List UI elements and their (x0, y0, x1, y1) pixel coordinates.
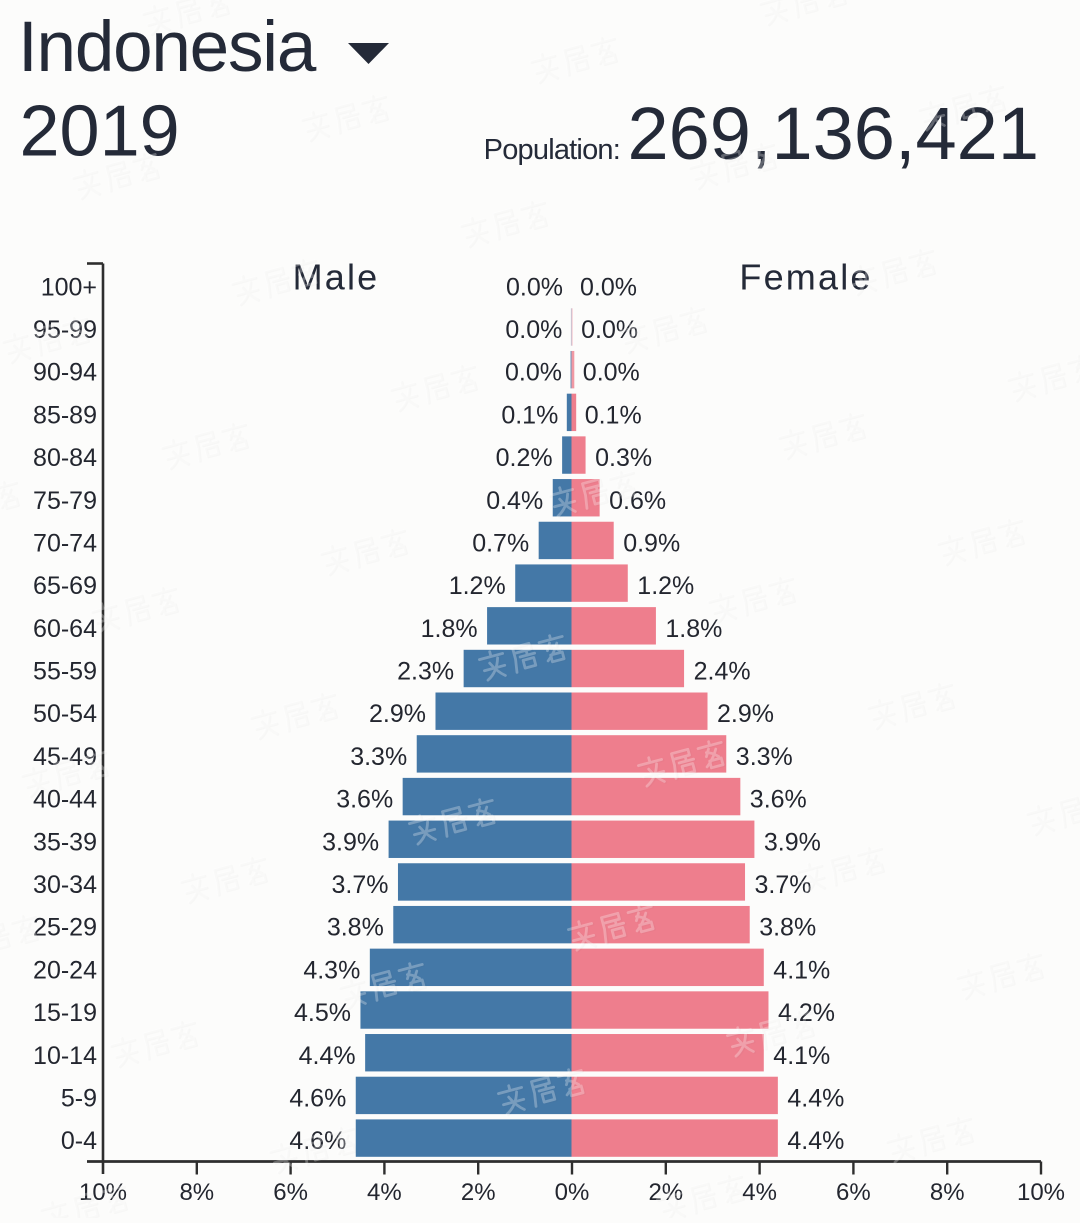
svg-text:70-74: 70-74 (33, 530, 97, 558)
svg-text:0.1%: 0.1% (585, 401, 642, 429)
svg-text:6%: 6% (273, 1179, 308, 1206)
svg-text:50-54: 50-54 (33, 700, 97, 728)
svg-text:0.3%: 0.3% (595, 444, 652, 472)
svg-text:3.9%: 3.9% (764, 828, 821, 856)
svg-text:4.4%: 4.4% (787, 1127, 844, 1155)
svg-text:55-59: 55-59 (33, 658, 97, 686)
svg-text:3.6%: 3.6% (336, 786, 393, 814)
svg-text:0.0%: 0.0% (506, 273, 563, 301)
svg-text:0.0%: 0.0% (580, 273, 637, 301)
svg-text:8%: 8% (930, 1179, 965, 1206)
svg-text:3.7%: 3.7% (755, 871, 812, 899)
svg-text:15-19: 15-19 (33, 999, 97, 1027)
svg-text:3.9%: 3.9% (322, 828, 379, 856)
svg-text:80-84: 80-84 (33, 444, 97, 472)
svg-text:0%: 0% (555, 1179, 590, 1206)
svg-text:4.5%: 4.5% (294, 999, 351, 1027)
svg-text:4.6%: 4.6% (289, 1085, 346, 1113)
svg-text:3.3%: 3.3% (350, 743, 407, 771)
svg-text:269,136,421: 269,136,421 (627, 92, 1039, 175)
svg-text:1.2%: 1.2% (449, 572, 506, 600)
svg-text:3.6%: 3.6% (750, 786, 807, 814)
svg-text:2.9%: 2.9% (369, 700, 426, 728)
svg-text:4.4%: 4.4% (787, 1085, 844, 1113)
svg-text:0.1%: 0.1% (501, 401, 558, 429)
svg-text:4.4%: 4.4% (299, 1042, 356, 1070)
svg-text:4%: 4% (367, 1179, 402, 1206)
svg-text:2.4%: 2.4% (694, 658, 751, 686)
svg-text:10-14: 10-14 (33, 1042, 97, 1070)
svg-text:30-34: 30-34 (33, 871, 97, 899)
svg-text:2.3%: 2.3% (397, 658, 454, 686)
svg-text:0.6%: 0.6% (609, 487, 666, 515)
svg-text:0.0%: 0.0% (505, 359, 562, 387)
svg-text:25-29: 25-29 (33, 914, 97, 942)
svg-text:0.4%: 0.4% (486, 487, 543, 515)
svg-text:8%: 8% (179, 1179, 214, 1206)
svg-text:0-4: 0-4 (61, 1127, 97, 1155)
svg-text:10%: 10% (1017, 1179, 1065, 1206)
svg-text:3.8%: 3.8% (327, 914, 384, 942)
svg-text:35-39: 35-39 (33, 828, 97, 856)
svg-text:0.2%: 0.2% (496, 444, 553, 472)
svg-text:0.7%: 0.7% (472, 530, 529, 558)
svg-text:75-79: 75-79 (33, 487, 97, 515)
svg-text:3.7%: 3.7% (332, 871, 389, 899)
svg-text:60-64: 60-64 (33, 615, 97, 643)
svg-text:90-94: 90-94 (33, 359, 97, 387)
svg-text:2.9%: 2.9% (717, 700, 774, 728)
svg-text:20-24: 20-24 (33, 956, 97, 984)
svg-text:4%: 4% (742, 1179, 777, 1206)
svg-text:5-9: 5-9 (61, 1085, 97, 1113)
svg-text:3.3%: 3.3% (736, 743, 793, 771)
svg-text:4.1%: 4.1% (773, 1042, 830, 1070)
svg-text:2%: 2% (461, 1179, 496, 1206)
svg-text:65-69: 65-69 (33, 572, 97, 600)
svg-text:Female: Female (739, 257, 872, 298)
svg-text:4.1%: 4.1% (773, 956, 830, 984)
svg-text:1.8%: 1.8% (421, 615, 478, 643)
svg-text:0.0%: 0.0% (505, 316, 562, 344)
svg-text:1.8%: 1.8% (665, 615, 722, 643)
svg-text:0.9%: 0.9% (623, 530, 680, 558)
svg-text:Population:: Population: (484, 134, 620, 166)
svg-text:2019: 2019 (20, 92, 180, 172)
svg-text:1.2%: 1.2% (637, 572, 694, 600)
svg-text:3.8%: 3.8% (759, 914, 816, 942)
svg-text:85-89: 85-89 (33, 401, 97, 429)
svg-text:0.0%: 0.0% (583, 359, 640, 387)
svg-text:100+: 100+ (41, 273, 97, 301)
svg-text:6%: 6% (836, 1179, 871, 1206)
